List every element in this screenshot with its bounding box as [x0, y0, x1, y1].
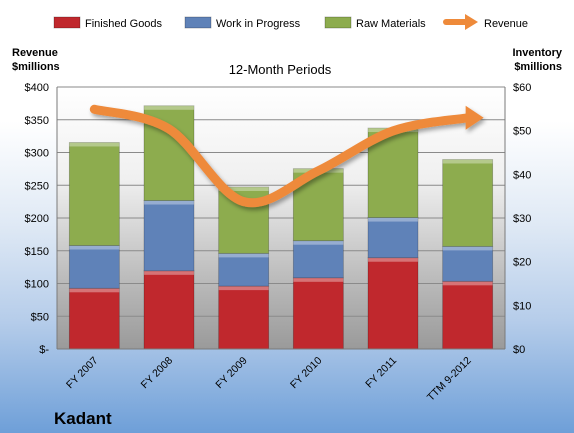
- bar-highlight: [218, 186, 269, 191]
- bar-highlight: [293, 277, 344, 282]
- left-tick-label: $350: [25, 115, 49, 127]
- bar-work-in-progress: [367, 217, 419, 259]
- legend-swatch-finished-goods: [53, 16, 81, 29]
- bar-highlight: [69, 245, 120, 250]
- bar-highlight: [442, 159, 493, 164]
- left-tick-label: $50: [31, 311, 49, 323]
- company-name: Kadant: [54, 409, 112, 428]
- bar-work-in-progress: [442, 245, 494, 282]
- bar-finished-goods: [367, 257, 419, 350]
- x-tick-label: FY 2009: [213, 355, 250, 392]
- bar-highlight: [144, 105, 194, 110]
- x-tick-label: FY 2008: [139, 355, 176, 392]
- right-axis-title-line1: Inventory: [512, 47, 562, 59]
- bar-highlight: [144, 200, 194, 205]
- bar-work-in-progress: [143, 200, 195, 272]
- bar-highlight: [442, 281, 493, 286]
- left-axis-title-line2: $millions: [12, 61, 60, 73]
- x-tick-label: FY 2007: [64, 355, 101, 392]
- right-tick-label: $50: [513, 126, 531, 138]
- left-tick-label: $150: [25, 246, 49, 258]
- legend-label-work-in-progress: Work in Progress: [216, 18, 301, 30]
- left-axis-title-line1: Revenue: [12, 47, 58, 59]
- revenue-line-arrowhead: [465, 105, 484, 130]
- bar-highlight: [218, 253, 269, 258]
- legend: Finished Goods Work in Progress Raw Materi…: [53, 14, 528, 30]
- left-tick-label: $200: [25, 213, 49, 225]
- right-tick-label: $60: [513, 82, 531, 94]
- left-tick-label: $-: [39, 344, 49, 356]
- legend-swatch-raw-materials: [324, 16, 352, 29]
- bar-raw-materials: [68, 142, 120, 246]
- bar-highlight: [144, 270, 194, 275]
- bar-work-in-progress: [68, 245, 120, 289]
- bar-raw-materials: [442, 159, 494, 247]
- right-tick-label: $30: [513, 213, 531, 225]
- bar-highlight: [69, 142, 120, 147]
- bar-highlight: [69, 288, 120, 293]
- bar-work-in-progress: [292, 240, 344, 279]
- legend-label-revenue: Revenue: [484, 18, 528, 30]
- left-tick-label: $100: [25, 279, 49, 291]
- bar-highlight: [442, 246, 493, 251]
- right-tick-label: $0: [513, 344, 525, 356]
- legend-label-finished-goods: Finished Goods: [85, 18, 163, 30]
- revenue-line-layer: [89, 104, 484, 208]
- revenue-line-group: [89, 104, 484, 208]
- x-tick-label: FY 2011: [363, 355, 399, 391]
- left-tick-label: $250: [25, 180, 49, 192]
- right-tick-label: $10: [513, 300, 531, 312]
- chart-title: 12-Month Periods: [229, 62, 332, 77]
- bar-highlight: [293, 240, 344, 245]
- bar-highlight: [218, 286, 269, 291]
- legend-arrow-revenue: [465, 14, 478, 30]
- bar-finished-goods: [143, 270, 195, 350]
- bar-highlight: [368, 217, 418, 222]
- bar-finished-goods: [218, 285, 270, 350]
- right-axis-title-line2: $millions: [514, 61, 562, 73]
- x-tick-label: FY 2010: [288, 355, 325, 392]
- revenue-line: [89, 104, 473, 208]
- left-tick-label: $300: [25, 148, 49, 160]
- left-tick-label: $400: [25, 82, 49, 94]
- bar-finished-goods: [68, 287, 120, 350]
- legend-swatch-work-in-progress: [184, 16, 212, 29]
- right-tick-label: $20: [513, 257, 531, 269]
- bar-finished-goods: [442, 280, 494, 350]
- bar-highlight: [368, 257, 418, 262]
- legend-label-raw-materials: Raw Materials: [356, 18, 426, 30]
- x-tick-label: TTM 9-2012: [425, 355, 474, 404]
- bar-finished-goods: [292, 277, 344, 350]
- bar-work-in-progress: [218, 252, 270, 287]
- right-tick-label: $40: [513, 169, 531, 181]
